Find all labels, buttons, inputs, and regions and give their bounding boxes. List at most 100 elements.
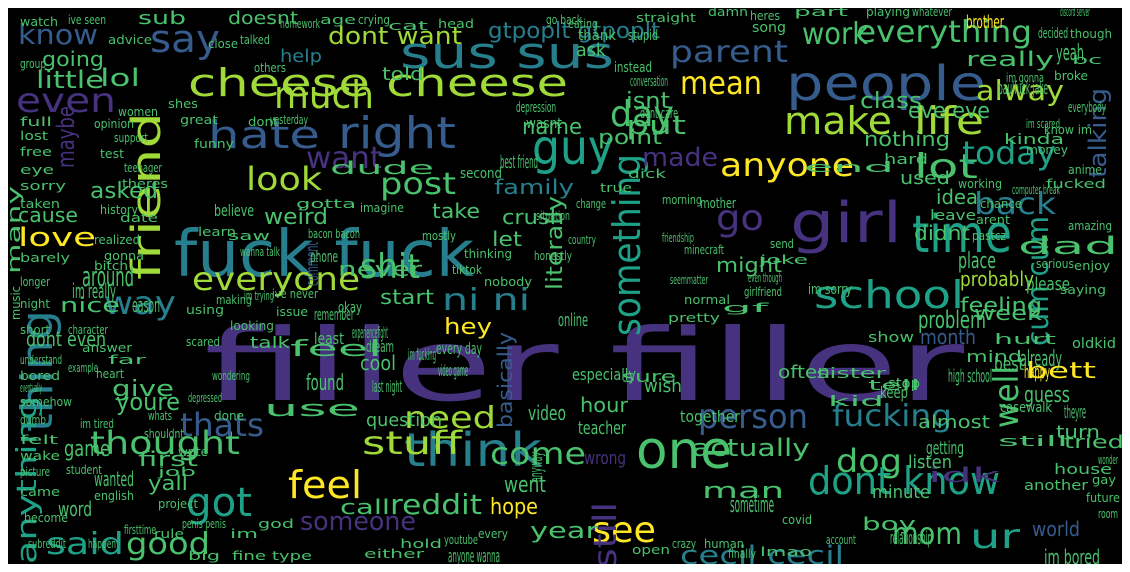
word-discord-server: discord server: [1060, 8, 1090, 19]
word-online: online: [558, 310, 588, 331]
word-mostly: mostly: [422, 229, 456, 243]
word-actually: actually: [692, 434, 810, 462]
word-comment: comment: [302, 242, 323, 286]
word-made: made: [642, 143, 718, 173]
word-saw: saw: [228, 229, 270, 243]
word-probably: probably: [960, 267, 1034, 291]
word-eason: eason: [132, 293, 160, 317]
word-anime: anime: [1068, 163, 1102, 177]
word-close: close: [208, 37, 238, 51]
word-brother: brother: [966, 12, 1004, 33]
word-lol: lol: [100, 64, 140, 92]
word-went: went: [504, 473, 546, 498]
word-everybody: everybody: [1068, 100, 1106, 116]
word-every: every: [478, 527, 508, 541]
word-understand: understand: [20, 353, 62, 367]
word-god: god: [258, 517, 294, 531]
word-free: free: [20, 145, 52, 159]
word-hey: hey: [444, 315, 492, 340]
word-person: person: [698, 397, 808, 437]
word-look: look: [246, 160, 323, 198]
word-bc: bc: [1072, 53, 1102, 67]
word-anyone-wanna: anyone wanna: [448, 546, 500, 564]
word-used: used: [900, 168, 950, 189]
word-leave: leave: [930, 208, 976, 224]
word-literally: literally: [543, 196, 568, 290]
word-experiencefight: experiencefight: [352, 323, 388, 342]
word-cloud-canvas: filler filler fuck fuck cheese cheese peopl…: [8, 8, 1122, 564]
word-love: love: [18, 223, 96, 253]
word-anything: anything: [10, 396, 43, 564]
word-advice: advice: [108, 33, 152, 47]
word-imagine: imagine: [360, 201, 404, 215]
word-heart: heart: [96, 367, 124, 381]
word-cecil-cecil: cecil cecil: [680, 541, 844, 564]
word-often: often: [778, 362, 830, 383]
word-thing: thing: [12, 310, 63, 432]
word-one: one: [636, 421, 732, 481]
word-serious: serious: [1036, 257, 1074, 271]
word-please: please: [1026, 274, 1070, 295]
word-instead: instead: [614, 60, 652, 76]
word-parent: parent: [670, 35, 788, 70]
word-high-school: high school: [948, 366, 992, 387]
word-even-though: even though: [748, 271, 782, 285]
word-best: best: [994, 354, 1024, 375]
word-believe: believe: [214, 201, 254, 220]
word-looking: looking: [230, 319, 274, 333]
word-video-game: video game: [438, 361, 468, 380]
word-yall: yall: [148, 471, 188, 495]
word-family: family: [494, 175, 574, 199]
word-place: place: [958, 249, 996, 274]
word-going: going: [42, 47, 104, 71]
word-taken: taken: [20, 197, 60, 211]
word-wanna-talk: wanna talk: [240, 245, 280, 259]
word-need: need: [404, 401, 496, 436]
word-school: school: [814, 273, 964, 317]
word-thinking: thinking: [464, 247, 512, 261]
word-nice: nice: [60, 293, 120, 317]
word-bitch: bitch: [94, 259, 128, 273]
word-finally: finally: [728, 547, 756, 561]
word-see: see: [592, 510, 656, 551]
word-second: second: [460, 166, 502, 182]
word-never: never: [338, 257, 423, 281]
word-open: open: [632, 543, 670, 557]
word-friend: friend: [124, 112, 170, 280]
word-cause: cause: [18, 203, 78, 227]
word-eve-eve: eve eve: [908, 99, 990, 124]
word-ive-seen: ive seen: [68, 13, 106, 27]
word-homework: homework: [280, 17, 320, 31]
word-eye: eye: [20, 163, 54, 177]
word-bett: bett: [1026, 359, 1097, 384]
word-nobody: nobody: [484, 275, 532, 289]
word-hour: hour: [580, 393, 629, 417]
word-man: man: [702, 479, 784, 504]
word-around: around: [82, 260, 134, 293]
word-longer: longer: [20, 275, 50, 289]
word-working: working: [958, 177, 1002, 191]
word-maybe: maybe: [52, 106, 80, 168]
word-learn: learn: [198, 225, 236, 239]
word-turn: turn: [1056, 422, 1100, 443]
word-dog: dog: [836, 442, 902, 480]
word-still: still: [586, 502, 624, 564]
word-night: night: [20, 297, 50, 311]
word-especially: especially: [572, 365, 636, 384]
word-picture: picture: [20, 465, 50, 479]
word-eating: eating: [568, 17, 598, 31]
word-dream: dream: [366, 337, 394, 356]
word-teenager: teenager: [124, 161, 162, 175]
word-said: said: [46, 527, 124, 562]
word-thought: thought: [90, 424, 240, 462]
word-well: well: [987, 366, 1027, 428]
word-group: group: [20, 57, 46, 71]
word-wrong: wrong: [584, 448, 626, 469]
word-amazing: amazing: [1068, 219, 1112, 233]
word-still: still: [998, 434, 1068, 450]
word-filler-filler: filler filler: [204, 307, 965, 424]
word-hurt: hurt: [994, 332, 1057, 348]
word-tell: tell: [868, 378, 920, 394]
word-doesnt: doesnt: [228, 8, 298, 29]
word-word: word: [58, 497, 92, 521]
